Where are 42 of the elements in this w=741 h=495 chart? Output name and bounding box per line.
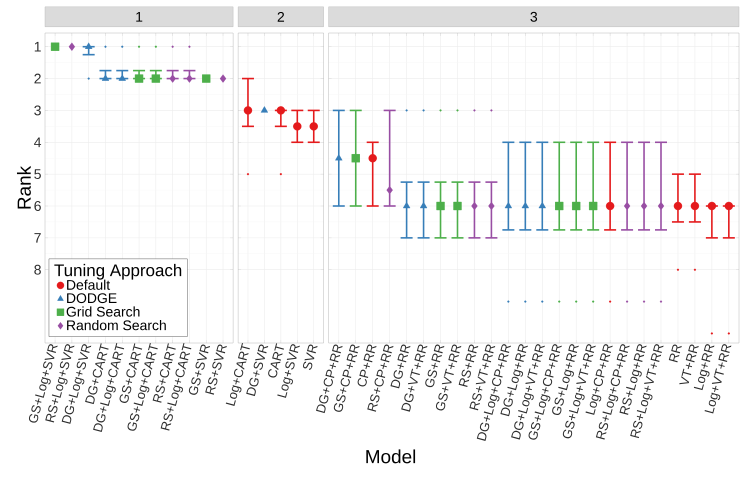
point — [724, 202, 734, 210]
point — [606, 202, 614, 210]
point — [352, 154, 360, 162]
legend-label: Default — [67, 280, 110, 290]
point — [335, 154, 342, 160]
point — [402, 202, 410, 208]
point — [471, 202, 478, 210]
point — [708, 202, 716, 210]
y-tick-label: 5 — [34, 169, 41, 180]
legend-label: Random Search — [67, 320, 166, 330]
y-tick-label: 6 — [34, 201, 41, 211]
point — [690, 202, 700, 210]
y-tick-label: 4 — [34, 137, 42, 148]
chart-title: 3 — [530, 12, 538, 22]
y-tick-label: 2 — [34, 74, 41, 84]
legend-label: Grid Search — [66, 306, 140, 317]
y-tick-label: 1 — [34, 42, 41, 52]
point — [674, 202, 682, 210]
point — [658, 202, 664, 210]
point — [453, 202, 462, 210]
point — [588, 202, 598, 210]
point — [624, 202, 630, 210]
y-tick-label: 7 — [34, 233, 41, 243]
point — [488, 202, 495, 210]
y-axis-title: Rank — [16, 166, 31, 209]
y-tick-label: 3 — [34, 105, 41, 116]
point — [386, 186, 393, 194]
chart-title: 1 — [136, 12, 142, 22]
point — [368, 154, 377, 162]
point — [420, 202, 428, 208]
chart-title: 2 — [278, 12, 284, 22]
point — [555, 202, 564, 210]
point — [522, 202, 529, 208]
point — [436, 202, 445, 210]
legend-label: DODGE — [67, 293, 117, 304]
point — [572, 202, 580, 210]
point — [640, 202, 648, 210]
x-axis-title: Model — [366, 449, 416, 464]
legend-title: Tuning Approach — [54, 264, 182, 280]
x-tick-label: SVR — [303, 344, 318, 370]
point — [504, 202, 512, 208]
y-tick-label: 8 — [34, 264, 41, 275]
